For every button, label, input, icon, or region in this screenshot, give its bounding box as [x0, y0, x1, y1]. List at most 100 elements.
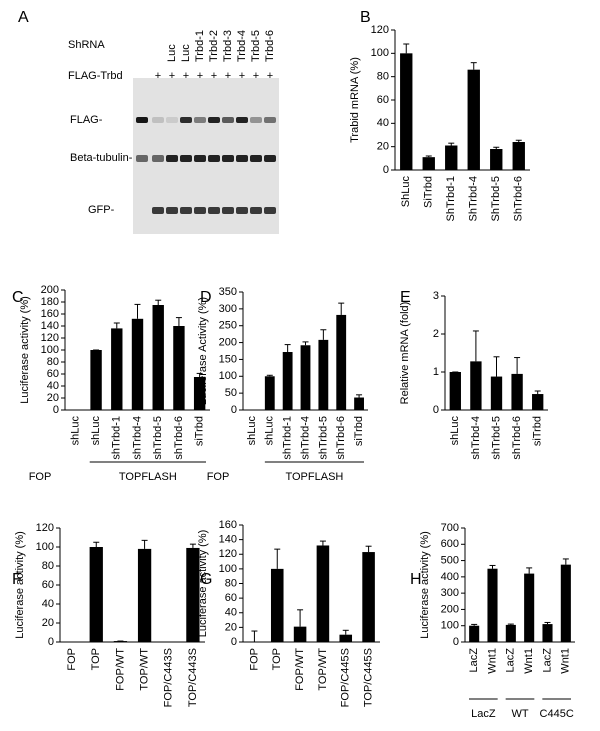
error-bar — [507, 623, 514, 625]
panel-label: E — [400, 289, 411, 306]
x-tick-label: FOP/WT — [294, 648, 306, 691]
bar — [469, 625, 480, 642]
y-tick-label: 400 — [441, 571, 459, 583]
group-label: TOPFLASH — [285, 471, 343, 483]
error-bar — [515, 139, 522, 142]
error-bar — [175, 317, 182, 326]
lane-label: Trbd-3 — [222, 30, 234, 62]
y-tick-label: 160 — [41, 308, 59, 320]
error-bar — [266, 374, 273, 377]
y-tick-label: 200 — [219, 336, 237, 348]
y-tick-label: 80 — [225, 577, 237, 589]
band — [250, 207, 262, 214]
y-tick-label: 100 — [219, 370, 237, 382]
x-tick-label: shTrbd-6 — [335, 416, 347, 460]
band — [236, 207, 248, 214]
y-tick-label: 40 — [47, 380, 59, 392]
bar — [339, 634, 353, 642]
band — [152, 117, 164, 123]
bar — [490, 376, 503, 410]
x-tick-label: siTrbd — [353, 416, 365, 446]
y-axis-label: Luciferase activity (%) — [14, 531, 26, 639]
lane-mark: + — [155, 70, 161, 82]
bar — [264, 376, 275, 410]
bar — [316, 545, 330, 642]
y-tick-label: 120 — [371, 24, 389, 36]
bar — [173, 326, 185, 410]
lane-mark: + — [239, 70, 245, 82]
bar — [131, 318, 144, 410]
x-tick-label: shLuc — [90, 416, 102, 446]
band-label: GFP- — [88, 204, 115, 216]
y-tick-label: 60 — [377, 94, 389, 106]
band — [136, 155, 148, 162]
bar — [270, 568, 284, 642]
y-tick-label: 160 — [219, 519, 237, 531]
y-tick-label: 60 — [225, 592, 237, 604]
band — [180, 155, 192, 162]
bar — [470, 361, 482, 410]
error-bar — [471, 623, 478, 626]
band — [264, 155, 276, 162]
bar — [512, 142, 525, 170]
y-axis-label: Luciferase activity (%) — [419, 531, 431, 639]
y-tick-label: 120 — [219, 548, 237, 560]
panel-label: F — [12, 571, 22, 588]
band — [166, 155, 178, 162]
error-bar — [113, 322, 120, 329]
y-tick-label: 40 — [225, 607, 237, 619]
x-tick-label: shTrbd-5 — [152, 416, 164, 460]
bar — [89, 547, 103, 642]
x-tick-label: shTrbd-4 — [299, 416, 311, 460]
x-tick-label: FOP/WT — [114, 648, 126, 691]
lane-mark: + — [169, 70, 175, 82]
band — [250, 117, 262, 123]
panel-label: D — [200, 289, 212, 306]
group-label: LacZ — [471, 708, 496, 720]
error-bar — [493, 146, 500, 149]
y-tick-label: 60 — [47, 368, 59, 380]
y-tick-label: 80 — [42, 560, 54, 572]
y-tick-label: 600 — [441, 538, 459, 550]
x-tick-label: TOP — [90, 648, 102, 670]
x-tick-label: LacZ — [541, 648, 553, 673]
x-tick-label: Wnt1 — [523, 648, 535, 674]
y-tick-label: 200 — [41, 284, 59, 296]
lane-label: Luc — [180, 44, 192, 62]
band — [166, 117, 178, 123]
group-label: C445C — [540, 708, 574, 720]
x-tick-label: TOP — [271, 648, 283, 670]
lane-label: Trbd-2 — [208, 30, 220, 62]
y-tick-label: 0 — [48, 636, 54, 648]
bar — [111, 328, 123, 410]
x-tick-label: shTrbd-4 — [470, 416, 482, 460]
band — [166, 207, 178, 214]
x-tick-label: TOP/C443S — [187, 648, 199, 707]
x-tick-label: shTrbd-6 — [173, 416, 185, 460]
y-tick-label: 120 — [41, 332, 59, 344]
y-tick-label: 200 — [441, 603, 459, 615]
bar — [137, 548, 152, 642]
y-tick-label: 700 — [441, 522, 459, 534]
y-axis-label: Luciferase activity (%) — [19, 296, 31, 404]
y-tick-label: 0 — [231, 636, 237, 648]
bar — [362, 552, 375, 642]
error-bar — [196, 372, 203, 377]
error-bar — [302, 341, 309, 346]
bar — [490, 149, 503, 170]
band — [264, 207, 276, 214]
bar — [524, 573, 535, 642]
band — [194, 207, 206, 214]
bar — [282, 352, 293, 410]
lane-label: Luc — [166, 44, 178, 62]
y-tick-label: 350 — [219, 286, 237, 298]
lane-mark: + — [211, 70, 217, 82]
error-bar — [155, 299, 162, 305]
blot-row-label: FLAG-Trbd — [68, 70, 123, 82]
y-tick-label: 100 — [36, 541, 54, 553]
lane-mark: + — [225, 70, 231, 82]
panel-label: C — [12, 289, 24, 306]
y-tick-label: 40 — [42, 598, 54, 610]
y-tick-label: 60 — [42, 579, 54, 591]
